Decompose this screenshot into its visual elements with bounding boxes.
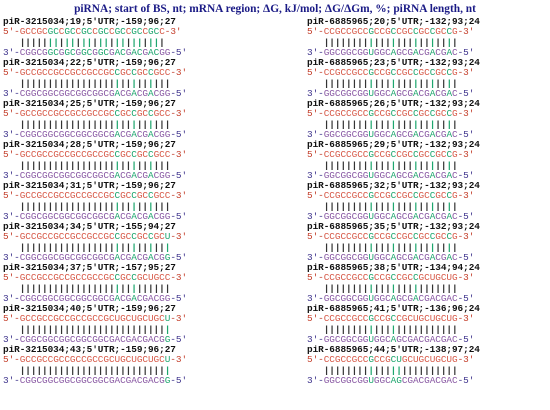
pirna-strand: 3'-GGCGGCGGUGGCAGCGACGACGAC-5' [307,374,475,386]
mrna-strand: 5'-CCGCCGCCGCCGCCGCCGCUGCUG-3' [307,272,475,284]
pairing-bars: ||||||||||||||||||||||||||| [3,282,171,294]
alignment-header: piR-6885965;20;5'UTR;-132;93;24 [307,16,480,27]
pirna-strand: 3'-CGGCGGCGGCGGCGGCGACGACGACGG-5' [3,251,188,263]
alignment-header: piR-3215034;34;5'UTR;-155;94;27 [3,221,176,232]
pirna-strand: 3'-CGGCGGCGGCGGCGGCGACGACGACGG-5' [3,87,188,99]
alignment-header: piR-3215034;19;5'UTR;-159;96;27 [3,16,176,27]
pirna-strand: 3'-GGCGGCGGUGGCAGCGACGACGAC-5' [307,251,475,263]
alignment-header: piR-6885965;32;5'UTR;-132;93;24 [307,180,480,191]
alignment-block: piR-6885965;35;5'UTR;-132;93;24 5'-CCGCCG… [307,221,480,263]
alignment-header: piR-3215034;28;5'UTR;-159;96;27 [3,139,176,150]
mrna-strand: 5'-CCGCCGCCGCCGCUGCUGCUGCUG-3' [307,354,475,366]
pirna-strand: 3'-GGCGGCGGUGGCAGCGACGACGAC-5' [307,87,475,99]
alignment-header: piR-6885965;29;5'UTR;-132;93;24 [307,139,480,150]
pairing-bars: ||||||||||||||||||||||||||| [3,364,171,376]
alignment-block: piR-6885965;32;5'UTR;-132;93;24 5'-CCGCCG… [307,180,480,222]
pairing-bars: ||||||||||||||||||||||||||| [3,323,171,335]
pirna-strand: 3'-CGGCGGCGGCGGCGGCGACGACGACGG-5' [3,210,188,222]
alignment-header: piR-3215034;37;5'UTR;-157;95;27 [3,262,176,273]
pirna-strand: 3'-CGGCGGCGGCGGCGGCGACGACGACGG-5' [3,292,188,304]
alignment-block: piR-6885965;44;5'UTR;-138;97;24 5'-CCGCCG… [307,344,480,386]
pirna-strand: 3'-CGGCGGCGGCGGCGGCGACGACGACGG-5' [3,333,188,345]
alignment-block: piR-3215034;28;5'UTR;-159;96;27 5'-GCCGCC… [3,139,188,181]
alignment-header: piR-6885965;35;5'UTR;-132;93;24 [307,221,480,232]
mrna-strand: 5'-GCCGCCGCCGCCGCCGCUGCUGCUGCU-3' [3,354,188,366]
pairing-bars: |||||||||||||||||||||||| [307,323,458,335]
pairing-bars: ||||||||||||||||||||||||||| [3,77,171,89]
alignment-block: piR-6885965;41;5'UTR;-136;96;24 5'-CCGCCG… [307,303,480,345]
alignment-header: piR-3215034;40;5'UTR;-159;96;27 [3,303,176,314]
mrna-strand: 5'-GCCGCCGCCGCCGCCGCCGCCGCCGCC-3' [3,190,188,202]
left-alignment-column: piR-3215034;19;5'UTR;-159;96;27 5'-GCCGCG… [3,16,188,386]
mrna-strand: 5'-GCCGCCGCCGCCGCCGCCGCCGCCGCC-3' [3,149,188,161]
pairing-bars: |||||||||||||||||||||||| [307,282,458,294]
mrna-strand: 5'-GCCGCCGCCGCCGCCGCCGCCGCCGCU-3' [3,231,188,243]
mrna-strand: 5'-CCGCCGCCGCCGCCGCCGCCGCCG-3' [307,108,475,120]
alignment-block: piR-6885965;26;5'UTR;-132;93;24 5'-CCGCCG… [307,98,480,140]
mrna-strand: 5'-CCGCCGCCGCCGCCGCUGCUGCUG-3' [307,313,475,325]
alignment-block: piR-3215034;31;5'UTR;-159;96;27 5'-GCCGCC… [3,180,188,222]
pairing-bars: |||||||||||||||||||||||| [307,200,458,212]
mrna-strand: 5'-GCCGCCGCCGCCGCCGCUGCUGCUGCU-3' [3,313,188,325]
mrna-strand: 5'-CCGCCGCCGCCGCCGCCGCCGCCG-3' [307,67,475,79]
alignment-header: piR-6885965;26;5'UTR;-132;93;24 [307,98,480,109]
pirna-strand: 3'-GGCGGCGGUGGCAGCGACGACGAC-5' [307,169,475,181]
pairing-bars: ||||||||||||||||||||||||||| [3,241,171,253]
pairing-bars: |||||||||||||||||||||||| [307,364,458,376]
alignment-header: piR-6885965;23;5'UTR;-132;93;24 [307,57,480,68]
alignment-block: piR-3215034;19;5'UTR;-159;96;27 5'-GCCGCG… [3,16,188,58]
mrna-strand: 5'-GCCGCCGCCGCCGCCGCCGCCGCUGCC-3' [3,272,188,284]
pirna-strand: 3'-GGCGGCGGUGGCAGCGACGACGAC-5' [307,46,475,58]
mrna-strand: 5'-GCCGCCGCCGCCGCCGCCGCCGCCGCC-3' [3,67,188,79]
pairing-bars: |||||||||||||||||||||||| [307,159,458,171]
pirna-strand: 3'-GGCGGCGGUGGCAGCGACGACGAC-5' [307,292,475,304]
alignment-header: piR-6885965;38;5'UTR;-134;94;24 [307,262,480,273]
mrna-strand: 5'-CCGCCGCCGCCGCCGCCGCCGCCG-3' [307,231,475,243]
figure-title: piRNA; start of BS, nt; mRNA region; ΔG,… [74,3,476,15]
alignment-header: piR-3215034;22;5'UTR;-159;96;27 [3,57,176,68]
alignment-block: piR-3215034;34;5'UTR;-155;94;27 5'-GCCGCC… [3,221,188,263]
mrna-strand: 5'-CCGCCGCCGCCGCCGCCGCCGCCG-3' [307,26,475,38]
alignment-header: piR-6885965;44;5'UTR;-138;97;24 [307,344,480,355]
pairing-bars: |||||||||||||||||||||||| [307,118,458,130]
alignment-block: piR-3215034;22;5'UTR;-159;96;27 5'-GCCGCC… [3,57,188,99]
alignment-block: piR-6885965;38;5'UTR;-134;94;24 5'-CCGCCG… [307,262,480,304]
pairing-bars: ||||||||||||||||||||||||||| [3,118,171,130]
alignment-header: piR-3215034;25;5'UTR;-159;96;27 [3,98,176,109]
alignment-block: piR-3215034;37;5'UTR;-157;95;27 5'-GCCGCC… [3,262,188,304]
pirna-strand: 3'-CGGCGGCGGCGGCGGCGACGACGACGG-5' [3,374,188,386]
pairing-bars: ||||||||||||||||||||||||||| [3,200,171,212]
pirna-strand: 3'-CGGCGGCGGCGGCGGCGACGACGACGG-5' [3,169,188,181]
mrna-strand: 5'-GCCGCGCCGCCGCCGCCGCCGCCGCC-3' [3,26,182,38]
alignment-block: piR-6885965;23;5'UTR;-132;93;24 5'-CCGCCG… [307,57,480,99]
pairing-bars: |||||||||||||||||||||||| [307,77,458,89]
pirna-strand: 3'-GGCGGCGGUGGCAGCGACGACGAC-5' [307,333,475,345]
alignment-block: piR-3215034;25;5'UTR;-159;96;27 5'-GCCGCC… [3,98,188,140]
alignment-block: piR-6885965;29;5'UTR;-132;93;24 5'-CCGCCG… [307,139,480,181]
alignment-header: piR-3215034;43;5'UTR;-159;96;27 [3,344,176,355]
pairing-bars: |||||||||||||||||||||||| [307,36,458,48]
pirna-strand: 3'-GGCGGCGGUGGCAGCGACGACGAC-5' [307,128,475,140]
alignment-header: piR-6885965;41;5'UTR;-136;96;24 [307,303,480,314]
pirna-strand: 3'-CGGCGGCGGCGGCGGCGACGACGACGG-5' [3,46,188,58]
alignment-block: piR-3215034;43;5'UTR;-159;96;27 5'-GCCGCC… [3,344,188,386]
mrna-strand: 5'-CCGCCGCCGCCGCCGCCGCCGCCG-3' [307,149,475,161]
alignment-block: piR-3215034;40;5'UTR;-159;96;27 5'-GCCGCC… [3,303,188,345]
alignment-header: piR-3215034;31;5'UTR;-159;96;27 [3,180,176,191]
pairing-bars: |||||||||||||||||||||||||| [3,36,165,48]
pairing-bars: |||||||||||||||||||||||| [307,241,458,253]
right-alignment-column: piR-6885965;20;5'UTR;-132;93;24 5'-CCGCCG… [307,16,480,386]
pairing-bars: ||||||||||||||||||||||||||| [3,159,171,171]
alignment-block: piR-6885965;20;5'UTR;-132;93;24 5'-CCGCCG… [307,16,480,58]
pirna-strand: 3'-GGCGGCGGUGGCAGCGACGACGAC-5' [307,210,475,222]
mrna-strand: 5'-CCGCCGCCGCCGCCGCCGCCGCCG-3' [307,190,475,202]
pirna-strand: 3'-CGGCGGCGGCGGCGGCGACGACGACGG-5' [3,128,188,140]
mrna-strand: 5'-GCCGCCGCCGCCGCCGCCGCCGCCGCC-3' [3,108,188,120]
